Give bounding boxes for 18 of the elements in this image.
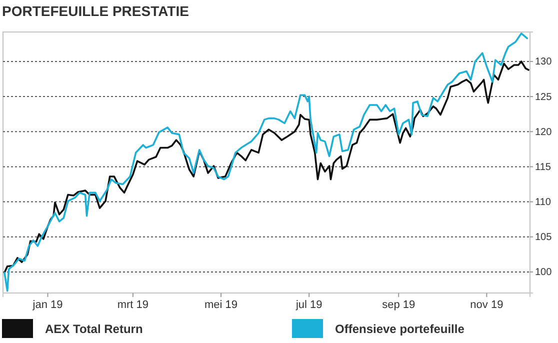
x-tick-label: nov 19: [470, 298, 504, 311]
y-tick-label: 130: [535, 56, 552, 68]
line-series: [4, 32, 528, 292]
x-tick-label: sep 19: [382, 298, 416, 311]
y-tick-label: 100: [535, 267, 552, 278]
legend-label: AEX Total Return: [45, 322, 143, 336]
chart-title: PORTEFEUILLE PRESTATIE: [2, 3, 189, 19]
y-tick-label: 105: [535, 232, 552, 244]
x-tick-label: mei 19: [204, 298, 238, 311]
x-tick-label: mrt 19: [117, 298, 149, 311]
line-series: [4, 60, 530, 274]
y-tick-label: 125: [535, 92, 552, 103]
x-tick-label: jul 19: [294, 298, 322, 311]
y-tick-label: 115: [535, 162, 552, 173]
legend-label: Offensieve portefeuille: [335, 322, 465, 336]
y-tick-label: 110: [535, 196, 552, 208]
x-tick-label: jan 19: [32, 298, 63, 311]
y-tick-label: 120: [535, 126, 552, 138]
